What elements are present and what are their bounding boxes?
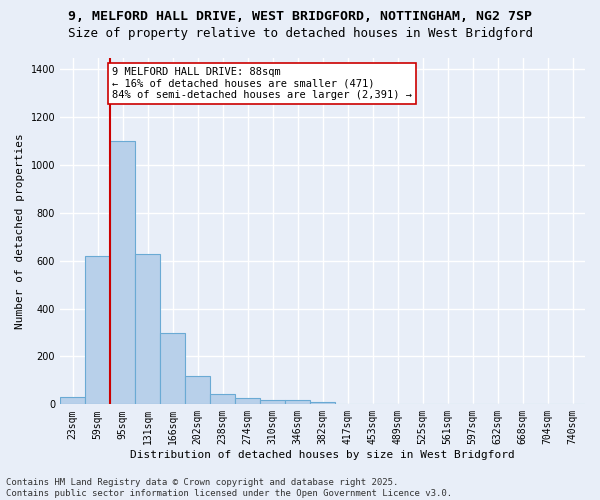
Bar <box>60 397 85 404</box>
Bar <box>235 398 260 404</box>
Bar <box>285 400 310 404</box>
X-axis label: Distribution of detached houses by size in West Bridgford: Distribution of detached houses by size … <box>130 450 515 460</box>
Bar <box>210 394 235 404</box>
Bar <box>135 254 160 404</box>
Y-axis label: Number of detached properties: Number of detached properties <box>15 133 25 329</box>
Text: Contains HM Land Registry data © Crown copyright and database right 2025.
Contai: Contains HM Land Registry data © Crown c… <box>6 478 452 498</box>
Text: 9, MELFORD HALL DRIVE, WEST BRIDGFORD, NOTTINGHAM, NG2 7SP: 9, MELFORD HALL DRIVE, WEST BRIDGFORD, N… <box>68 10 532 23</box>
Bar <box>260 400 285 404</box>
Text: Size of property relative to detached houses in West Bridgford: Size of property relative to detached ho… <box>67 28 533 40</box>
Text: 9 MELFORD HALL DRIVE: 88sqm
← 16% of detached houses are smaller (471)
84% of se: 9 MELFORD HALL DRIVE: 88sqm ← 16% of det… <box>112 67 412 100</box>
Bar <box>110 141 135 405</box>
Bar <box>85 256 110 404</box>
Bar <box>160 332 185 404</box>
Bar <box>310 402 335 404</box>
Bar <box>185 376 210 404</box>
